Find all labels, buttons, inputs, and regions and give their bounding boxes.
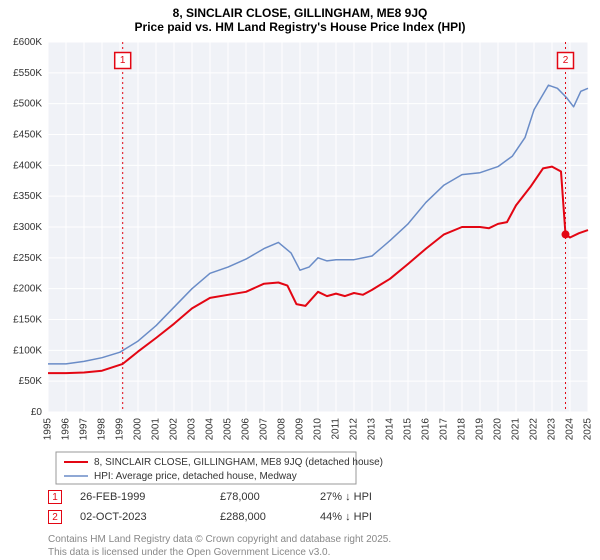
x-tick-label: 2000 xyxy=(133,418,144,441)
transaction-row: 1 26-FEB-1999£78,00027% ↓ HPI xyxy=(48,490,420,504)
x-tick-label: 2011 xyxy=(331,418,342,440)
y-tick-label: £550K xyxy=(13,68,42,79)
x-tick-label: 2019 xyxy=(475,418,486,441)
x-tick-label: 2006 xyxy=(241,418,252,441)
x-tick-label: 1995 xyxy=(43,418,54,441)
row-date: 26-FEB-1999 xyxy=(80,491,220,503)
x-tick-label: 2025 xyxy=(583,418,594,441)
event-marker-label: 1 xyxy=(120,55,126,66)
row-price: £288,000 xyxy=(220,511,320,523)
attribution-line2: This data is licensed under the Open Gov… xyxy=(48,547,391,560)
transaction-table: 1 26-FEB-1999£78,00027% ↓ HPI 2 02-OCT-2023… xyxy=(48,490,420,530)
price-chart: £0 £50K £100K £150K £200K £250K £300K £350K £400… xyxy=(0,0,600,490)
attribution-text: Contains HM Land Registry data © Crown c… xyxy=(48,534,391,559)
y-tick-label: £450K xyxy=(13,130,42,141)
legend-label: HPI: Average price, detached house, Medw… xyxy=(94,471,297,482)
event-marker-label: 2 xyxy=(563,55,569,66)
row-marker: 1 xyxy=(48,490,62,504)
chart-container: { "title": { "line1": "8, SINCLAIR CLOSE… xyxy=(0,0,600,560)
legend-label: 8, SINCLAIR CLOSE, GILLINGHAM, ME8 9JQ (… xyxy=(94,457,383,468)
y-tick-label: £400K xyxy=(13,160,42,171)
x-tick-label: 2010 xyxy=(313,418,324,441)
x-tick-label: 2004 xyxy=(205,418,216,441)
x-tick-label: 2012 xyxy=(349,418,360,441)
x-tick-label: 1998 xyxy=(97,418,108,441)
x-tick-label: 2009 xyxy=(295,418,306,441)
y-tick-label: £500K xyxy=(13,99,42,110)
x-tick-label: 2021 xyxy=(511,418,522,441)
x-tick-label: 2003 xyxy=(187,418,198,441)
x-tick-label: 2002 xyxy=(169,418,180,441)
row-price: £78,000 xyxy=(220,491,320,503)
row-delta: 44% ↓ HPI xyxy=(320,511,420,523)
x-tick-label: 1997 xyxy=(79,418,90,441)
transaction-row: 2 02-OCT-2023£288,00044% ↓ HPI xyxy=(48,510,420,524)
y-tick-label: £200K xyxy=(13,284,42,295)
x-tick-label: 2015 xyxy=(403,418,414,441)
series-point xyxy=(562,230,570,238)
x-tick-label: 1996 xyxy=(61,418,72,441)
y-tick-label: £50K xyxy=(19,376,43,387)
y-tick-label: £100K xyxy=(13,345,42,356)
x-tick-label: 1999 xyxy=(115,418,126,441)
x-tick-label: 2020 xyxy=(493,418,504,441)
y-tick-label: £300K xyxy=(13,222,42,233)
x-tick-label: 2018 xyxy=(457,418,468,441)
x-tick-label: 2014 xyxy=(385,418,396,441)
x-tick-label: 2005 xyxy=(223,418,234,441)
x-tick-label: 2007 xyxy=(259,418,270,441)
x-tick-label: 2008 xyxy=(277,418,288,441)
x-tick-label: 2001 xyxy=(151,418,162,441)
x-tick-label: 2022 xyxy=(529,418,540,441)
attribution-line1: Contains HM Land Registry data © Crown c… xyxy=(48,534,391,547)
x-tick-label: 2016 xyxy=(421,418,432,441)
x-tick-label: 2013 xyxy=(367,418,378,441)
x-tick-label: 2017 xyxy=(439,418,450,441)
y-tick-label: £350K xyxy=(13,191,42,202)
x-tick-label: 2024 xyxy=(565,418,576,441)
y-tick-label: £600K xyxy=(13,37,42,48)
x-tick-label: 2023 xyxy=(547,418,558,441)
row-marker: 2 xyxy=(48,510,62,524)
row-date: 02-OCT-2023 xyxy=(80,511,220,523)
y-tick-label: £150K xyxy=(13,315,42,326)
row-delta: 27% ↓ HPI xyxy=(320,491,420,503)
y-tick-label: £250K xyxy=(13,253,42,264)
y-tick-label: £0 xyxy=(31,407,43,418)
